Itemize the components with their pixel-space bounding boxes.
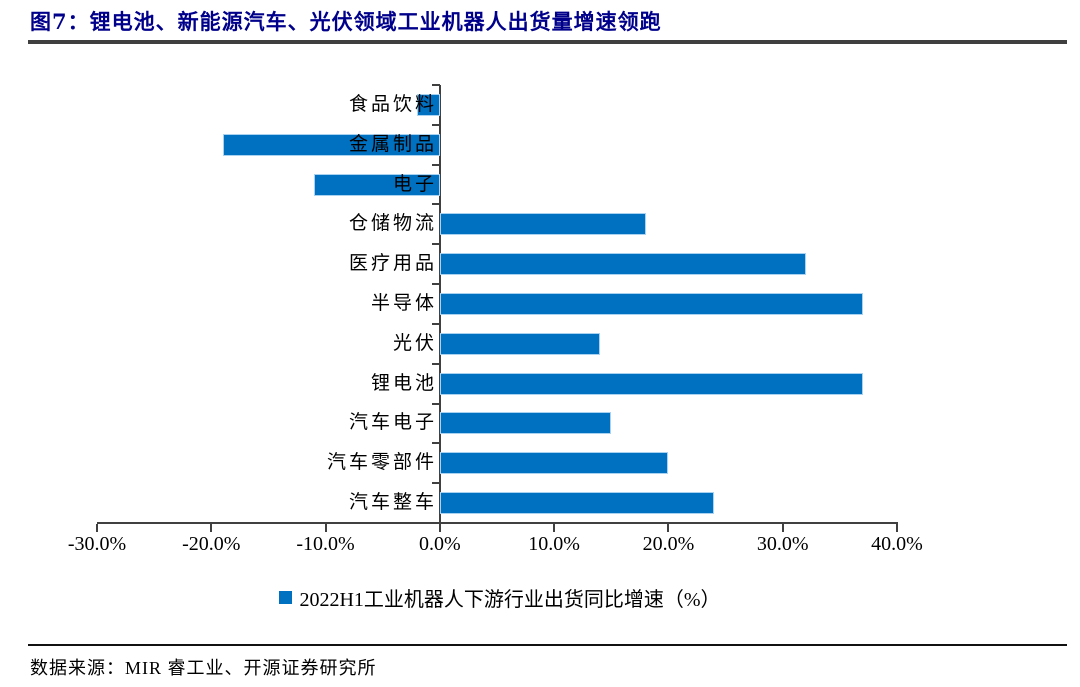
category-label: 电子 [392, 173, 437, 195]
y-axis-tick [431, 322, 440, 325]
legend-label: 2022H1工业机器人下游行业出货同比增速（%） [299, 589, 721, 611]
data-source: 数据来源：MIR 睿工业、开源证券研究所 [30, 658, 377, 678]
category-label: 汽车电子 [348, 412, 437, 434]
category-label: 汽车零部件 [326, 452, 437, 474]
y-axis-tick [431, 203, 440, 206]
x-axis-tick [667, 524, 670, 532]
y-axis-tick [431, 362, 440, 365]
x-axis-tick-label: 30.0% [756, 533, 809, 555]
y-axis-tick [431, 84, 440, 86]
category-label: 金属制品 [348, 133, 437, 155]
x-axis-tick-label: -20.0% [182, 533, 241, 555]
category-label: 食品饮料 [348, 93, 437, 115]
x-axis-tick [96, 524, 98, 532]
y-axis-tick [431, 522, 440, 524]
y-axis-tick [431, 402, 440, 405]
y-axis-tick [431, 283, 440, 286]
y-axis-tick [431, 243, 440, 246]
figure-title: 图7：锂电池、新能源汽车、光伏领域工业机器人出货量增速领跑 [30, 9, 662, 34]
category-label: 汽车整车 [348, 492, 437, 514]
bar [439, 293, 863, 315]
y-axis-tick [431, 123, 440, 126]
y-axis-tick [431, 482, 440, 485]
category-label: 医疗用品 [348, 253, 437, 275]
category-label: 仓储物流 [348, 213, 437, 235]
x-axis-tick-label: 20.0% [642, 533, 695, 555]
x-axis-tick-label: -30.0% [67, 533, 127, 555]
x-axis-tick [210, 524, 213, 532]
y-axis-tick [431, 442, 440, 445]
title-divider [28, 40, 1067, 44]
bar [439, 452, 669, 475]
x-axis-tick [438, 524, 441, 532]
x-axis-tick-label: 40.0% [871, 533, 923, 555]
bar [222, 133, 440, 156]
category-label: 锂电池 [370, 372, 437, 394]
bar [439, 492, 715, 515]
x-axis-line [97, 522, 898, 524]
x-axis-tick-label: 10.0% [528, 533, 580, 555]
y-axis-tick [431, 163, 440, 166]
bar [439, 332, 600, 355]
legend-swatch-icon [279, 591, 293, 604]
bar [314, 173, 440, 196]
category-label: 半导体 [370, 293, 437, 314]
bar [417, 93, 440, 116]
x-axis-tick [896, 524, 898, 532]
x-axis-tick [324, 524, 327, 532]
bar [439, 213, 646, 236]
x-axis-tick [553, 524, 556, 532]
x-axis-tick-label: -10.0% [296, 533, 355, 555]
x-axis-tick [781, 524, 784, 532]
legend: 2022H1工业机器人下游行业出货同比增速（%） [0, 583, 1000, 612]
bar [439, 412, 612, 435]
category-label: 光伏 [392, 332, 437, 354]
x-axis-tick-label: 0.0% [419, 533, 461, 555]
bar [439, 253, 806, 276]
footer-divider [28, 644, 1067, 646]
bar [439, 372, 863, 395]
